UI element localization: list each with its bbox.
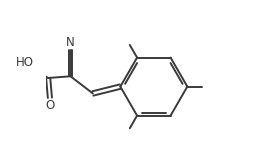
Text: O: O (45, 99, 54, 112)
Text: HO: HO (16, 56, 34, 68)
Text: N: N (66, 36, 75, 49)
